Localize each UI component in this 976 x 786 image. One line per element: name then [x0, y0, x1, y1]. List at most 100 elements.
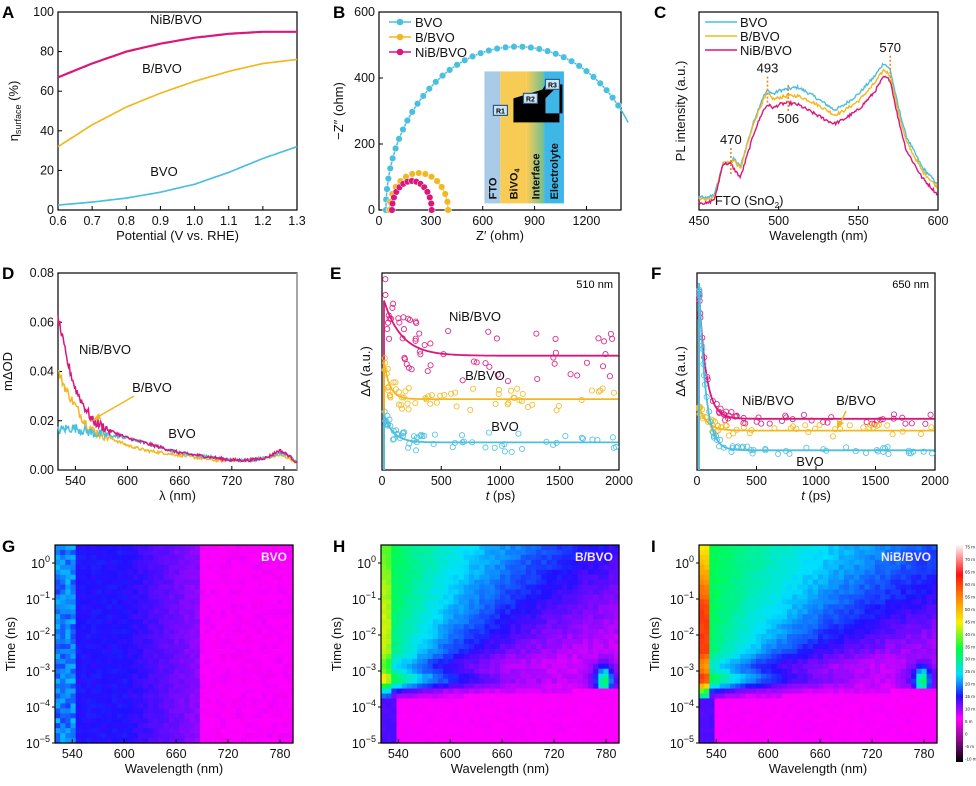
heatmap-cell	[272, 673, 279, 680]
heatmap-cell	[106, 728, 113, 734]
heatmap-cell	[562, 564, 568, 571]
heatmap-cell	[613, 569, 620, 576]
heatmap-cell	[761, 644, 767, 650]
heatmap-cell	[261, 545, 268, 551]
heatmap-cell	[236, 604, 242, 610]
heatmap-cell	[603, 545, 610, 551]
y-tick-exp: −2	[40, 626, 50, 636]
heatmap-cell	[766, 738, 773, 744]
heatmap-cell	[381, 574, 387, 581]
heatmap-cell	[613, 589, 620, 596]
heatmap-cell	[75, 713, 82, 719]
heatmap-cell	[479, 609, 486, 615]
heatmap-cell	[189, 549, 196, 556]
heatmap-cell	[210, 579, 216, 586]
heatmap-cell	[494, 668, 501, 675]
heatmap-cell	[489, 678, 496, 685]
heatmap-cell	[453, 634, 460, 640]
heatmap-cell	[515, 728, 522, 734]
heatmap-cell	[453, 703, 460, 709]
heatmap-cell	[567, 545, 574, 551]
heatmap-cell	[199, 554, 206, 561]
series-annotation: NiB/BVO	[449, 309, 501, 324]
y-tick-label: 10−3	[26, 662, 50, 679]
heatmap-cell	[127, 599, 134, 605]
heatmap-cell	[96, 738, 103, 744]
heatmap-cell	[740, 634, 747, 640]
heatmap-cell	[220, 738, 227, 744]
heatmap-cell	[427, 574, 434, 581]
heatmap-cell	[96, 668, 103, 675]
heatmap-cell	[761, 629, 767, 635]
heatmap-cell	[117, 658, 123, 665]
heatmap-cell	[406, 688, 413, 695]
heatmap-cell	[541, 604, 548, 610]
heatmap-cell	[189, 545, 196, 551]
heatmap-cell	[536, 604, 542, 610]
heatmap-cell	[562, 589, 568, 596]
heatmap-cell	[730, 609, 736, 615]
y-tick-label: 0	[368, 203, 375, 217]
heatmap-cell	[282, 554, 289, 561]
heatmap-cell	[458, 658, 465, 665]
heatmap-cell	[137, 639, 144, 645]
heatmap-cell	[531, 663, 537, 670]
heatmap-cell	[608, 584, 615, 591]
heatmap-cell	[724, 559, 731, 566]
heatmap-cell	[132, 559, 139, 566]
heatmap-cell	[443, 728, 449, 734]
heatmap-cell	[735, 663, 741, 670]
heatmap-cell	[510, 703, 517, 709]
heatmap-cell	[163, 713, 170, 719]
heatmap-cell	[704, 728, 710, 734]
heatmap-cell	[168, 733, 175, 739]
heatmap-cell	[719, 683, 726, 690]
heatmap-cell	[91, 559, 97, 566]
heatmap-cell	[80, 663, 87, 670]
heatmap-cell	[709, 624, 716, 630]
heatmap-cell	[427, 723, 434, 729]
x-tick-label: 2000	[921, 474, 949, 488]
heatmap-cell	[179, 693, 185, 700]
heatmap-cell	[593, 594, 599, 601]
heatmap-cell	[401, 549, 408, 556]
heatmap-cell	[401, 609, 408, 615]
data-point-bvo	[449, 444, 456, 451]
heatmap-cell	[96, 579, 103, 586]
heatmap-cell	[127, 723, 134, 729]
heatmap-cell	[525, 549, 532, 556]
heatmap-cell	[277, 609, 284, 615]
heatmap-cell	[272, 678, 279, 685]
heatmap-cell	[230, 648, 237, 655]
heatmap-cell	[484, 653, 491, 660]
heatmap-cell	[531, 668, 537, 675]
heatmap-cell	[174, 599, 180, 605]
heatmap-cell	[80, 653, 87, 660]
heatmap-cell	[699, 683, 705, 690]
x-tick-label: 780	[274, 474, 295, 488]
heatmap-cell	[531, 604, 537, 610]
heatmap-cell	[391, 698, 398, 704]
heatmap-cell	[453, 644, 460, 650]
heatmap-cell	[205, 688, 211, 695]
heatmap-cell	[709, 589, 716, 596]
resistor	[492, 104, 509, 117]
heatmap-cell	[520, 713, 527, 719]
heatmap-cell	[515, 723, 522, 729]
x-tick-label: 720	[218, 747, 239, 761]
heatmap-cell	[386, 589, 392, 596]
heatmap-cell	[422, 698, 429, 704]
heatmap-cell	[117, 629, 123, 635]
heatmap-cell	[515, 733, 522, 739]
heatmap-cell	[598, 738, 605, 744]
heatmap-cell	[709, 559, 716, 566]
heatmap-cell	[546, 738, 553, 744]
heatmap-cell	[515, 624, 522, 630]
data-point-bvo	[515, 430, 522, 437]
heatmap-cell	[437, 609, 444, 615]
heatmap-cell	[699, 703, 705, 709]
data-point-b-bvo	[899, 428, 906, 435]
heatmap-cell	[484, 663, 491, 670]
heatmap-cell	[70, 738, 77, 744]
heatmap-cell	[205, 733, 211, 739]
